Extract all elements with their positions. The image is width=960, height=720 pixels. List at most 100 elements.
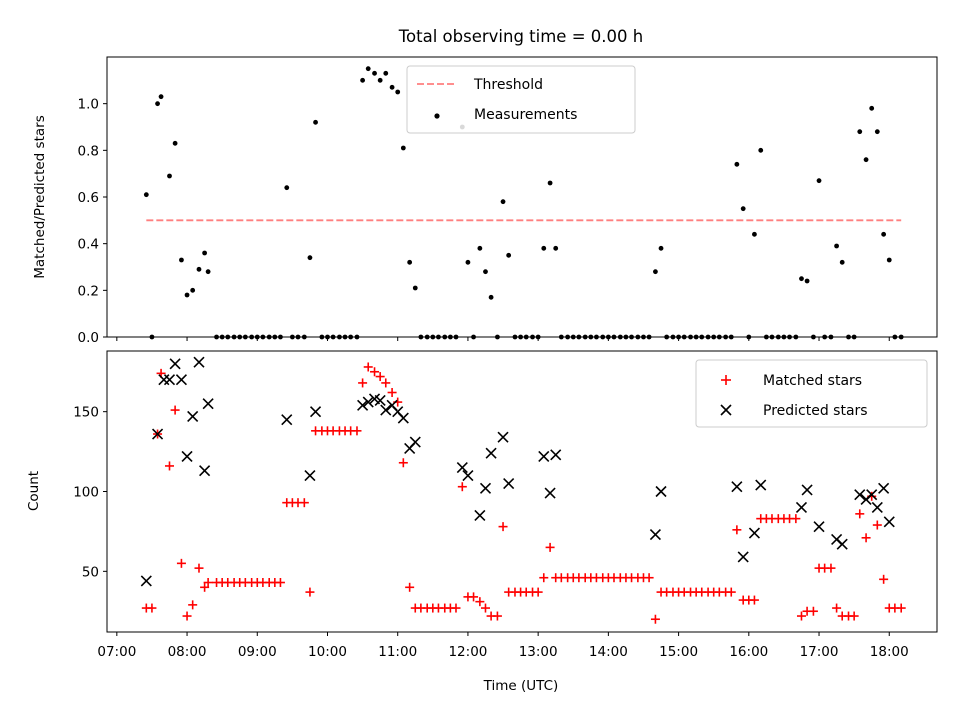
predicted-star-point	[397, 412, 409, 424]
predicted-star-point	[655, 485, 667, 498]
ratio-y-tick-label: 0.8	[78, 143, 99, 159]
matched-star-point	[203, 578, 213, 588]
predicted-star-point	[866, 489, 878, 501]
predicted-star-point	[485, 447, 497, 459]
predicted-star-point	[883, 516, 895, 528]
predicted-star-point	[871, 501, 883, 514]
matched-star-point	[375, 372, 385, 382]
predicted-star-point	[649, 529, 661, 541]
matched-star-point	[879, 574, 889, 584]
matched-star-point	[861, 533, 871, 543]
matched-star-point	[475, 597, 485, 607]
measurement-point	[804, 278, 810, 284]
matched-star-point	[305, 587, 315, 597]
matched-star-point	[533, 587, 543, 597]
predicted-star-point	[731, 481, 743, 493]
predicted-star-point	[374, 394, 386, 407]
measurement-point	[167, 173, 172, 179]
matched-star-point	[387, 388, 397, 398]
measurement-point	[412, 285, 418, 291]
measurement-point	[483, 269, 488, 275]
matched-star-point	[182, 611, 192, 621]
predicted-star-point	[755, 479, 767, 491]
measurement-point	[863, 157, 869, 163]
legend-matched-swatch	[721, 375, 731, 385]
measurement-point	[307, 255, 313, 261]
chart-title: Total observing time = 0.00 h	[398, 27, 643, 46]
measurement-point	[653, 269, 658, 275]
matched-star-point	[808, 606, 818, 616]
predicted-star-point	[538, 450, 550, 462]
matched-star-point	[872, 520, 882, 530]
matched-star-point	[644, 573, 654, 583]
predicted-star-point	[479, 482, 492, 494]
matched-star-point	[147, 603, 157, 613]
predicted-star-point	[795, 501, 808, 514]
measurement-point	[377, 77, 383, 83]
ratio-y-tick-label: 0.2	[78, 283, 99, 299]
count-legend: Matched stars Predicted stars	[695, 359, 928, 428]
measurement-point	[155, 101, 160, 107]
legend-measurements-swatch	[434, 113, 440, 119]
measurement-point	[190, 287, 196, 293]
predicted-star-point	[309, 406, 322, 418]
matched-star-point	[469, 592, 479, 602]
measurement-point	[874, 129, 880, 135]
ratio-legend-box	[406, 65, 636, 134]
measurement-point	[313, 119, 318, 125]
matched-star-point	[299, 498, 309, 508]
matched-star-point	[749, 595, 759, 605]
matched-star-point	[832, 603, 842, 613]
ratio-legend: Threshold Measurements	[406, 65, 636, 134]
predicted-star-point	[187, 410, 199, 423]
matched-star-point	[791, 514, 801, 524]
ratio-plot: 0.0 0.2 0.4 0.6 0.8 1.0	[78, 56, 938, 346]
legend-matched-label: Matched stars	[763, 373, 862, 389]
measurement-point	[196, 266, 202, 272]
matched-star-point	[650, 614, 660, 624]
measurement-point	[202, 250, 208, 256]
x-tick-label: 15:00	[659, 644, 698, 660]
matched-star-point	[381, 378, 391, 388]
measurement-point	[886, 257, 892, 263]
predicted-star-point	[140, 575, 152, 587]
measurement-point	[869, 105, 875, 111]
ratio-y-axis-label: Matched/Predicted stars	[32, 115, 48, 278]
count-series	[140, 356, 906, 624]
x-tick-label: 17:00	[800, 644, 839, 660]
x-tick-label: 16:00	[729, 644, 768, 660]
legend-threshold-label: Threshold	[473, 77, 543, 93]
predicted-star-point	[380, 404, 392, 416]
measurement-point	[465, 259, 471, 265]
matched-star-point	[545, 542, 555, 552]
count-legend-box	[695, 359, 928, 428]
predicted-star-point	[878, 482, 890, 494]
legend-predicted-label: Predicted stars	[763, 403, 868, 419]
predicted-star-point	[836, 538, 848, 550]
predicted-star-point	[281, 414, 293, 426]
matched-star-point	[363, 362, 373, 372]
measurement-point	[816, 178, 822, 184]
count-x-axis: 07:00 08:00 09:00 10:00 11:00 12:00 13:00 14:00…	[97, 632, 909, 660]
measurement-point	[541, 245, 547, 251]
matched-star-point	[275, 578, 285, 588]
predicted-star-point	[199, 465, 211, 477]
measurement-point	[553, 245, 559, 251]
predicted-star-point	[801, 484, 813, 496]
measurement-point	[407, 259, 413, 265]
measurement-point	[834, 243, 839, 249]
measurement-point	[740, 206, 746, 212]
predicted-star-point	[163, 374, 176, 386]
predicted-star-point	[544, 487, 556, 499]
matched-star-point	[849, 611, 859, 621]
matched-star-point	[732, 525, 742, 535]
x-tick-label: 08:00	[168, 644, 207, 660]
matched-star-point	[352, 426, 362, 436]
measurement-point	[383, 70, 389, 76]
measurement-point	[365, 66, 371, 72]
x-tick-label: 18:00	[870, 644, 909, 660]
legend-measurements-label: Measurements	[474, 107, 577, 123]
measurement-point	[734, 161, 740, 167]
ratio-plot-frame	[106, 56, 938, 338]
